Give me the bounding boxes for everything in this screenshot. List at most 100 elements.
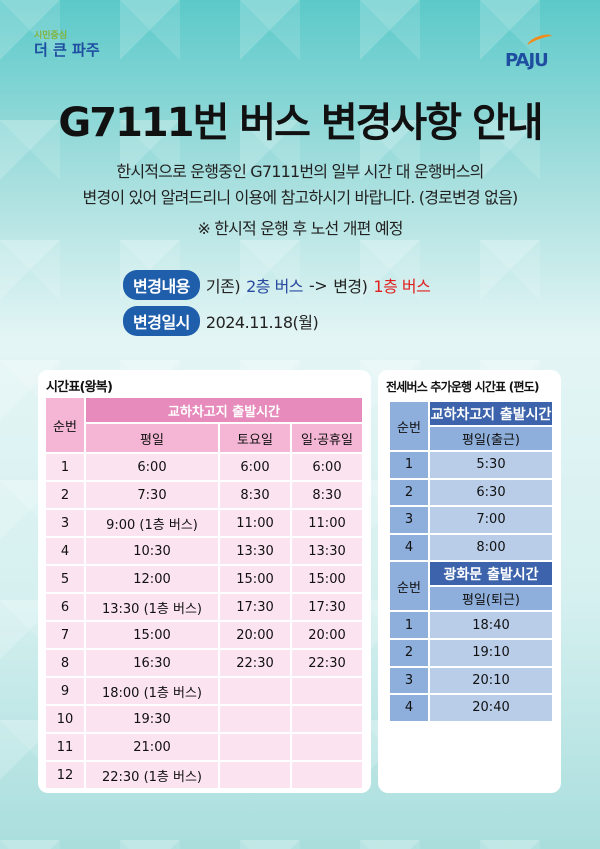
table-cell: 6 [46,594,84,620]
table-cell: 3 [46,510,84,536]
table-cell: 4 [46,538,84,564]
table-row: 3 7:00 [390,507,552,533]
table-cell: 11:00 [292,510,362,536]
table-row: 12 22:30 (1층 버스) [46,762,362,788]
table-row: 1 18:40 [390,612,552,638]
table-cell: 21:00 [86,734,218,760]
table-cell: 11 [46,734,84,760]
table-cell [292,762,362,788]
date-value: 2024.11.18(월) [205,313,319,332]
city-slogan-logo: 시민중심 더 큰 파주 [34,32,100,58]
table-cell: 20:00 [220,622,290,648]
table-cell: 2 [46,482,84,508]
table-cell: 10 [46,706,84,732]
left-panel: 시간표(왕복) 순번 교하차고지 출발시간 평일 토요일 일·공휴일 1 6:00 6:0… [38,370,371,793]
group-header: 교하차고지 출발시간 [86,398,362,422]
table-row: 4 8:00 [390,534,552,561]
table-cell: 13:30 (1층 버스) [86,594,218,620]
logo-swoosh-icon [526,31,554,51]
table-cell: 18:00 (1층 버스) [86,678,218,704]
table-cell [220,734,290,760]
table-cell: 2 [390,479,428,506]
table-cell [220,762,290,788]
table-cell: 4 [390,695,428,721]
table-cell: 15:00 [86,622,218,648]
table-cell: 17:30 [292,594,362,620]
before-value: 2층 버스 [246,277,304,296]
table-cell: 3 [390,667,428,694]
description-line-2: 변경이 있어 알려드리니 이용에 참고하시기 바랍니다. (경로변경 없음) [82,188,519,207]
table-cell: 20:10 [430,667,552,694]
table-cell: 9 [46,678,84,704]
col-header-weekday: 평일 [86,424,218,452]
table-cell: 13:30 [292,538,362,564]
table-row: 4 20:40 [390,695,552,721]
table-row: 2 7:30 8:30 8:30 [46,482,362,508]
table-cell: 1 [390,452,428,478]
table-cell: 4 [390,534,428,561]
table-cell: 3 [390,507,428,533]
before-prefix: 기존) [205,277,241,296]
table-cell: 5:30 [430,452,552,478]
charter-bus-timetable: 순번 교하차고지 출발시간 평일(출근) 1 5:30 2 6:30 3 7:00 4 8:00 순번… [388,400,554,723]
table-cell: 12 [46,762,84,788]
note: ※ 한시적 운행 후 노선 개편 예정 [197,219,403,238]
table-cell: 19:30 [86,706,218,732]
table-cell: 22:30 [292,650,362,676]
table-cell: 10:30 [86,538,218,564]
table-row: 10 19:30 [46,706,362,732]
col-no-header: 순번 [46,398,84,452]
table-row: 8 16:30 22:30 22:30 [46,650,362,676]
table-cell [220,678,290,704]
table-row: 3 9:00 (1층 버스) 11:00 11:00 [46,510,362,536]
table-cell: 2 [390,639,428,666]
table-cell: 8:00 [430,534,552,561]
table-cell: 8:30 [292,482,362,508]
table-cell: 6:00 [220,454,290,480]
table-cell: 1 [390,612,428,638]
change-label: 변경내용 [123,270,200,300]
slogan-line2: 더 큰 파주 [34,41,100,59]
table-cell: 15:00 [292,566,362,592]
table-row: 4 10:30 13:30 13:30 [46,538,362,564]
table-row: 1 5:30 [390,452,552,478]
table-cell: 11:00 [220,510,290,536]
table-cell: 6:00 [292,454,362,480]
table-cell: 22:30 [220,650,290,676]
table-cell: 7:30 [86,482,218,508]
round-trip-timetable: 순번 교하차고지 출발시간 평일 토요일 일·공휴일 1 6:00 6:00 6:00 2 7:… [44,396,364,790]
col-header-saturday: 토요일 [220,424,290,452]
table-row: 2 19:10 [390,639,552,666]
table-row: 7 15:00 20:00 20:00 [46,622,362,648]
table-row: 2 6:30 [390,479,552,506]
right-table-title: 전세버스 추가운행 시간표 (편도) [386,380,539,394]
table-cell: 15:00 [220,566,290,592]
table-cell [292,734,362,760]
table-row: 5 12:00 15:00 15:00 [46,566,362,592]
change-content: 변경내용 기존) 2층 버스 -> 변경) 1층 버스 [123,270,431,300]
paju-logo: PAJU [505,31,554,71]
table-cell: 6:00 [86,454,218,480]
table-cell: 12:00 [86,566,218,592]
table-cell [220,706,290,732]
table-cell [292,706,362,732]
col-header-holiday: 일·공휴일 [292,424,362,452]
table-cell: 13:30 [220,538,290,564]
after-value: 1층 버스 [373,277,431,296]
table-cell: 7:00 [430,507,552,533]
page-title: G7111번 버스 변경사항 안내 [58,100,543,146]
description-line-1: 한시적으로 운행중인 G7111번의 일부 시간 대 운행버스의 [116,162,484,181]
table-cell: 16:30 [86,650,218,676]
group-header: 광화문 출발시간 [430,562,552,586]
group-header: 교하차고지 출발시간 [430,402,552,425]
change-date: 변경일시 2024.11.18(월) [123,306,319,336]
col-header: 평일(퇴근) [430,587,552,611]
table-row: 1 6:00 6:00 6:00 [46,454,362,480]
arrow: -> [309,275,328,295]
col-no-header: 순번 [390,402,428,450]
table-cell: 8 [46,650,84,676]
left-table-title: 시간표(왕복) [46,380,113,395]
table-cell: 6:30 [430,479,552,506]
table-cell: 18:40 [430,612,552,638]
table-cell: 20:40 [430,695,552,721]
